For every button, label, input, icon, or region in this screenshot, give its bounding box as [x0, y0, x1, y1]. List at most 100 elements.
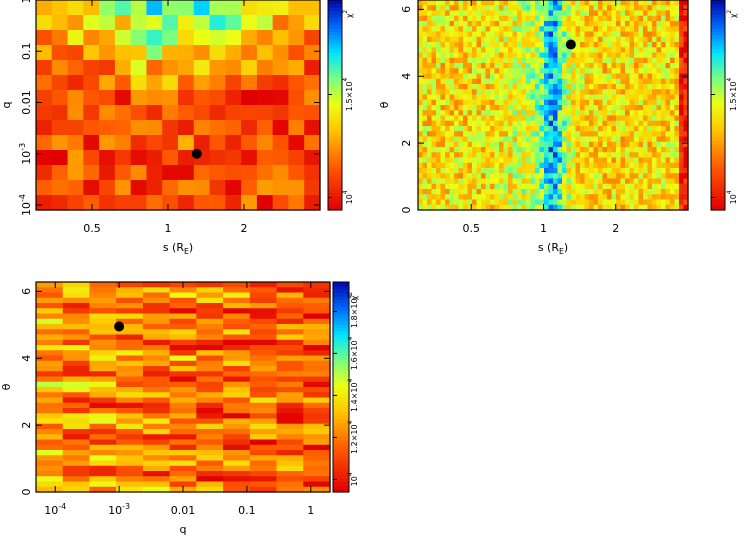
heatmap-cell — [499, 105, 505, 111]
colorbar-tick-label: 1.5×104 — [727, 78, 738, 112]
heatmap-cell — [544, 10, 550, 17]
heatmap-cell — [674, 110, 680, 117]
heatmap-cell — [679, 42, 685, 48]
heatmap-cell — [476, 15, 482, 22]
heatmap-cell — [463, 131, 469, 138]
heatmap-cell — [602, 199, 608, 206]
heatmap-cell — [517, 0, 523, 6]
heatmap-cell — [616, 110, 622, 117]
heatmap-cell — [116, 486, 144, 493]
heatmap-cell — [580, 47, 586, 54]
heatmap-cell — [620, 42, 626, 48]
heatmap-cell — [249, 439, 278, 446]
heatmap-cell — [476, 78, 482, 85]
heatmap-cell — [276, 381, 304, 388]
heatmap-cell — [602, 10, 608, 17]
heatmap-cell — [508, 15, 514, 22]
heatmap-cell — [508, 105, 514, 111]
best-fit-marker — [565, 39, 576, 50]
heatmap-cell — [490, 94, 496, 101]
heatmap-cell — [62, 418, 91, 425]
colorbar-segment — [328, 126, 342, 131]
heatmap-cell — [571, 99, 577, 106]
heatmap-cell — [476, 147, 482, 153]
x-tick-label: 2 — [241, 222, 248, 235]
heatmap-cell — [634, 99, 640, 106]
heatmap-cell — [647, 105, 653, 111]
heatmap-cell — [499, 5, 505, 12]
heatmap-cell — [544, 5, 550, 12]
heatmap-cell — [674, 157, 680, 164]
heatmap-cell — [445, 136, 451, 143]
heatmap-cell — [670, 68, 676, 75]
heatmap-cell — [521, 131, 527, 138]
heatmap-cell — [616, 73, 622, 80]
heatmap-cell — [625, 105, 631, 111]
heatmap-cell — [36, 45, 53, 61]
heatmap-cell — [116, 387, 144, 393]
heatmap-cell — [521, 183, 527, 190]
heatmap-cell — [440, 26, 446, 33]
heatmap-cell — [51, 120, 69, 136]
heatmap-cell — [418, 199, 424, 206]
heatmap-cell — [643, 21, 649, 27]
heatmap-cell — [679, 78, 685, 85]
heatmap-cell — [562, 115, 568, 122]
heatmap-cell — [526, 36, 532, 43]
heatmap-cell — [463, 63, 469, 69]
heatmap-cell — [638, 26, 644, 33]
heatmap-cell — [116, 313, 144, 320]
heatmap-cell — [616, 10, 622, 17]
heatmap-cell — [463, 141, 469, 148]
heatmap-cell — [249, 429, 278, 435]
heatmap-cell — [607, 36, 613, 43]
heatmap-cell — [593, 178, 599, 185]
heatmap-cell — [225, 75, 242, 91]
heatmap-cell — [611, 15, 617, 22]
heatmap-cell — [593, 162, 599, 169]
heatmap-cell — [557, 73, 563, 80]
heatmap-cell — [422, 126, 428, 132]
heatmap-cell — [566, 0, 572, 6]
heatmap-cell — [683, 152, 689, 159]
heatmap-cell — [490, 157, 496, 164]
heatmap-cell — [499, 94, 505, 101]
heatmap-cell — [499, 136, 505, 143]
heatmap-cell — [584, 199, 590, 206]
heatmap-cell — [566, 52, 572, 59]
heatmap-cell — [643, 63, 649, 69]
heatmap-cell — [544, 131, 550, 138]
heatmap-cell — [436, 10, 442, 17]
heatmap-cell — [499, 178, 505, 185]
heatmap-cell — [485, 189, 491, 195]
heatmap-cell — [458, 194, 464, 201]
heatmap-cell — [304, 15, 321, 31]
heatmap-cell — [584, 99, 590, 106]
y-tick-label: 0.1 — [20, 43, 33, 61]
heatmap-cell — [643, 105, 649, 111]
heatmap-cell — [670, 31, 676, 38]
heatmap-cell — [566, 99, 572, 106]
heatmap-cell — [611, 126, 617, 132]
heatmap-cell — [431, 36, 437, 43]
heatmap-cell — [517, 47, 523, 54]
heatmap-cell — [440, 31, 446, 38]
heatmap-cell — [256, 165, 274, 181]
heatmap-cell — [616, 162, 622, 169]
heatmap-cell — [665, 147, 671, 153]
x-tick-label: 0.5 — [83, 222, 101, 235]
heatmap-cell — [571, 147, 577, 153]
heatmap-cell — [589, 84, 595, 90]
heatmap-cell — [611, 178, 617, 185]
heatmap-cell — [562, 194, 568, 201]
heatmap-cell — [589, 52, 595, 59]
heatmap-cell — [539, 141, 545, 148]
heatmap-cell — [436, 105, 442, 111]
heatmap-cell — [454, 199, 460, 206]
heatmap-cell — [169, 324, 197, 330]
heatmap-cell — [178, 90, 195, 106]
heatmap-cell — [89, 476, 117, 483]
heatmap-cell — [249, 460, 278, 467]
heatmap-cell — [629, 178, 635, 185]
heatmap-cell — [146, 60, 163, 76]
